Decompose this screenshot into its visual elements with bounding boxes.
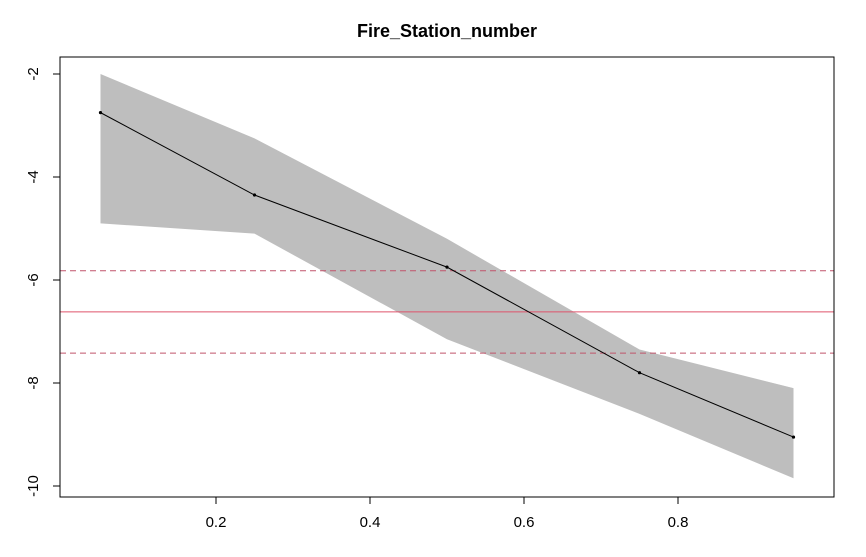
x-tick-label: 0.8 <box>668 514 689 531</box>
data-point <box>98 111 103 115</box>
data-point <box>637 371 642 375</box>
confidence-band-layer <box>100 74 794 479</box>
x-tick-label: 0.4 <box>360 514 381 531</box>
y-tick-label: -2 <box>25 67 42 80</box>
x-axis: 0.2 0.4 0.6 0.8 <box>206 496 689 531</box>
data-point <box>252 193 257 197</box>
x-tick-label: 0.6 <box>514 514 535 531</box>
y-tick-label: -4 <box>25 170 42 183</box>
y-axis: -2 -4 -6 -8 -10 <box>25 67 61 497</box>
series-line-layer <box>98 111 796 439</box>
chart-title: Fire_Station_number <box>357 21 537 41</box>
y-tick-label: -8 <box>25 376 42 389</box>
y-tick-label: -6 <box>25 273 42 286</box>
reference-line-layer <box>60 270 834 354</box>
y-tick-label: -10 <box>25 475 42 497</box>
confidence-band <box>100 74 794 479</box>
x-tick-label: 0.2 <box>206 514 227 531</box>
data-point <box>791 435 796 439</box>
data-point <box>445 265 449 269</box>
